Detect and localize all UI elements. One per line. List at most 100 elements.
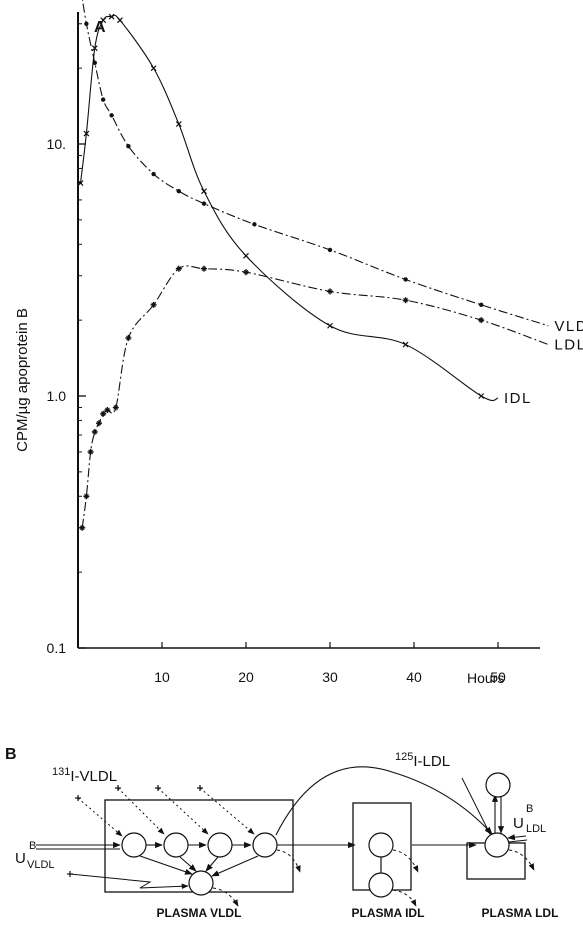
u-ldl-input-arrow — [507, 834, 527, 841]
x-tick-label: 10 — [154, 669, 170, 685]
series-ldl: LDL — [79, 265, 583, 531]
y-tick-label: 1.0 — [47, 388, 67, 404]
panel-b-label: B — [5, 746, 17, 763]
idl-pool-1 — [368, 832, 394, 858]
tracer-arrow — [77, 797, 123, 837]
series-layer: VLDL LDL IDL — [77, 0, 583, 531]
u-vldl-sup: B — [29, 840, 36, 852]
series-line-vldl — [81, 0, 549, 327]
flow-arrow — [139, 855, 193, 875]
panel-b-diagram: B 131I-VLDL 125I-LDL U B VLDL U B LDL PL… — [5, 746, 558, 920]
ldl-pool — [484, 832, 510, 858]
ldl-tracer-label: 125I-LDL — [395, 751, 450, 770]
data-point-ldl — [87, 448, 94, 455]
loss-arrow — [212, 887, 239, 907]
series-vldl: VLDL — [81, 0, 583, 335]
data-point-ldl — [243, 269, 249, 276]
u-ldl-sup: B — [526, 803, 533, 815]
ldl-extravascular-pool — [485, 772, 511, 798]
x-ticks: 10 20 30 40 50 — [154, 642, 506, 685]
u-ldl-sub: LDL — [526, 823, 546, 835]
series-idl: IDL — [77, 13, 532, 407]
diagram-layer — [36, 766, 535, 907]
y-ticks: 0.1 1.0 10. — [47, 23, 86, 656]
tracer-arrow — [117, 787, 165, 835]
flow-arrow — [179, 856, 197, 872]
data-point-ldl — [79, 524, 86, 531]
vldl-to-ldl-arc — [275, 766, 493, 836]
data-point-ldl — [150, 301, 157, 308]
x-tick-label: 50 — [490, 669, 506, 685]
plasma-idl-name: PLASMA IDL — [352, 906, 425, 920]
tracer-arrow — [199, 787, 255, 835]
data-point-vldl — [479, 302, 484, 308]
y-tick-label: 10. — [47, 136, 66, 152]
vldl-pool-2 — [163, 832, 189, 858]
vldl-tracer-label: 131I-VLDL — [52, 766, 117, 785]
loss-arrow — [392, 849, 419, 873]
data-point-ldl — [83, 493, 90, 500]
x-axis-label: Hours — [467, 670, 504, 686]
data-point-idl — [150, 65, 157, 72]
flow-arrow — [211, 855, 259, 877]
tracer-arrow — [157, 787, 209, 835]
data-point-ldl — [104, 406, 111, 413]
data-point-vldl — [101, 97, 106, 102]
data-point-ldl — [402, 297, 409, 304]
data-point-idl — [478, 393, 485, 399]
flow-arrow — [205, 856, 219, 872]
data-point-vldl — [109, 113, 114, 118]
series-line-ldl — [81, 265, 549, 528]
data-point-idl — [175, 121, 182, 127]
series-label-idl: IDL — [504, 390, 532, 407]
data-point-idl — [100, 17, 107, 24]
loss-arrow — [276, 849, 301, 873]
data-point-vldl — [201, 201, 207, 206]
data-point-idl — [402, 341, 409, 348]
data-point-idl — [91, 45, 98, 52]
data-point-vldl — [252, 222, 257, 227]
data-point-ldl — [96, 420, 102, 427]
data-point-vldl — [403, 277, 408, 282]
data-point-ldl — [478, 317, 485, 324]
data-point-idl — [77, 180, 84, 186]
plasma-vldl-name: PLASMA VLDL — [157, 906, 242, 920]
vldl-pool-4 — [252, 832, 278, 858]
data-point-ldl — [175, 265, 182, 272]
u-vldl-sub: VLDL — [27, 859, 55, 871]
panel-a-chart: A 0.11.010. 10 20 30 40 50 Hours CPM/µg apop… — [14, 0, 583, 686]
idl-pool-2 — [368, 872, 394, 898]
data-point-vldl — [176, 188, 181, 194]
series-line-idl — [79, 14, 499, 402]
plasma-ldl-name: PLASMA LDL — [482, 906, 559, 920]
data-point-vldl — [151, 171, 156, 177]
data-point-idl — [327, 322, 333, 329]
data-point-idl — [117, 17, 123, 24]
series-label-ldl: LDL — [554, 337, 583, 354]
y-tick-label: 0.1 — [47, 640, 67, 656]
tracer-arrow-lower — [69, 873, 189, 890]
series-label-vldl: VLDL — [554, 318, 583, 335]
u-vldl-label: U — [15, 850, 26, 867]
data-point-idl — [108, 13, 115, 20]
y-axis-label: CPM/µg apoprotein B — [14, 308, 31, 452]
ldl-tracer-arrow — [461, 777, 491, 835]
vldl-pool-5 — [188, 870, 214, 896]
data-point-ldl — [91, 428, 98, 435]
data-point-vldl — [327, 247, 333, 253]
vldl-pool-3 — [207, 832, 233, 858]
x-tick-label: 20 — [238, 669, 254, 685]
loss-arrow — [392, 889, 417, 907]
u-ldl-label: U — [513, 815, 524, 832]
data-point-ldl — [112, 404, 119, 411]
data-point-ldl — [327, 288, 333, 295]
loss-arrow — [508, 849, 535, 871]
data-point-ldl — [201, 265, 207, 272]
data-point-ldl — [125, 334, 132, 341]
data-point-idl — [83, 130, 90, 137]
data-point-ldl — [100, 410, 107, 417]
data-point-idl — [243, 252, 249, 259]
x-tick-label: 30 — [322, 669, 338, 685]
data-point-idl — [201, 188, 207, 195]
